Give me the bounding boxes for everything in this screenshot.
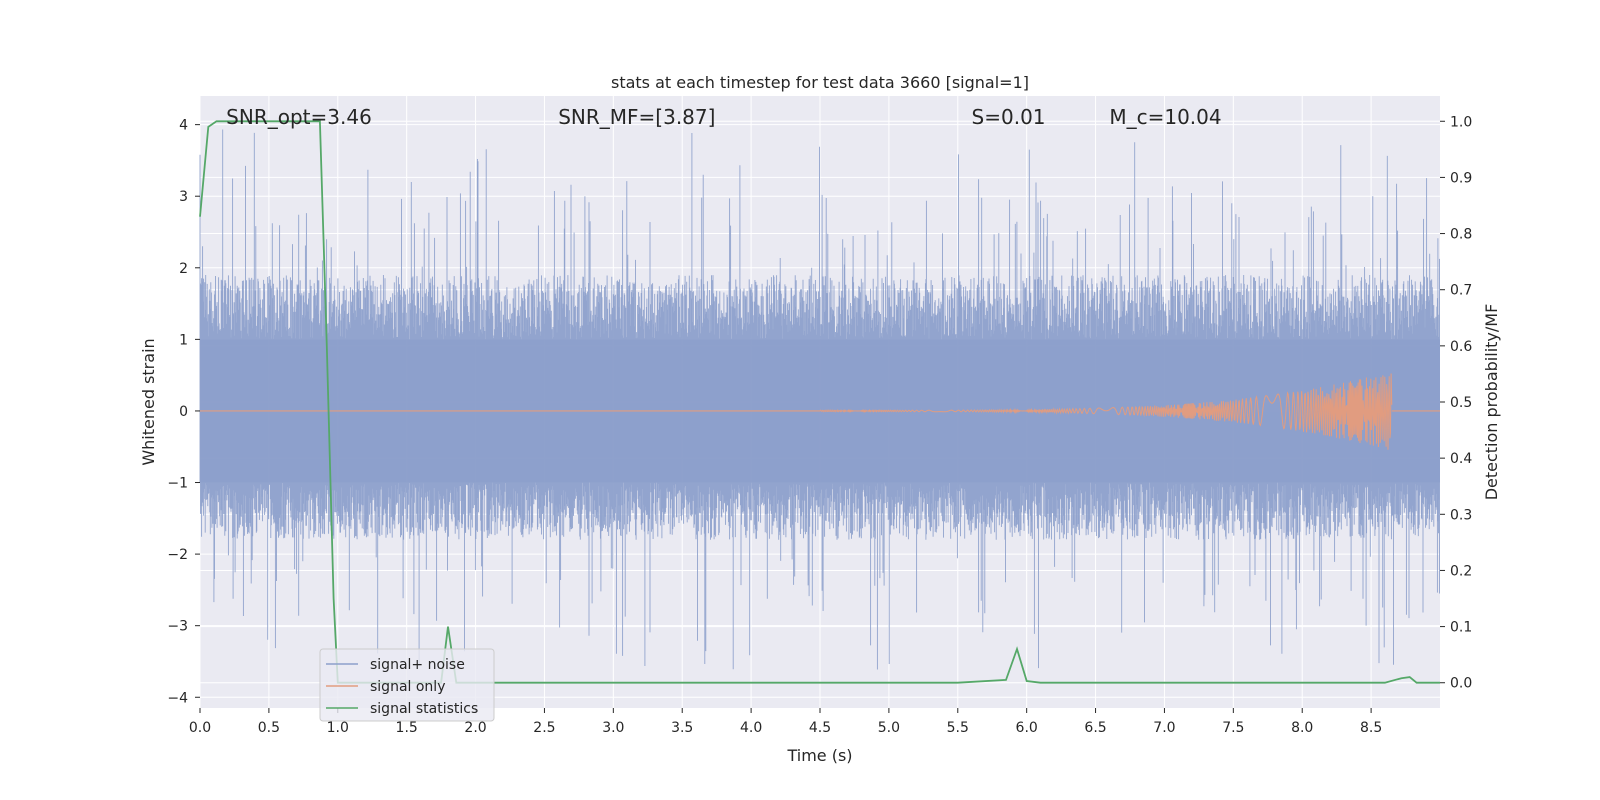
x-tick-label: 4.0 [740, 720, 762, 736]
annotation-snr-opt: SNR_opt=3.46 [226, 105, 372, 129]
legend-label-noise: signal+ noise [370, 657, 465, 673]
y2-tick-label: 0.3 [1450, 507, 1472, 523]
x-tick-label: 2.0 [464, 720, 486, 736]
y2-tick-label: 0.8 [1450, 227, 1472, 243]
y2-tick-label: 0.7 [1450, 283, 1472, 299]
y-tick-label: 3 [179, 189, 188, 205]
y-tick-label: 1 [179, 332, 188, 348]
x-tick-label: 7.5 [1222, 720, 1244, 736]
x-tick-label: 6.5 [1084, 720, 1106, 736]
annotation-snr-mf: SNR_MF=[3.87] [558, 105, 715, 129]
x-tick-label: 2.5 [533, 720, 555, 736]
axis-ticks: 0.0 0.5 1.0 1.5 2.0 2.5 3.0 3.5 4.0 4.5 5.0 5.5 6.0 6… [167, 114, 1472, 736]
y-tick-label: −3 [167, 619, 188, 635]
x-tick-label: 3.0 [602, 720, 624, 736]
y-tick-label: 2 [179, 261, 188, 277]
y2-tick-label: 0.5 [1450, 395, 1472, 411]
x-tick-label: 5.0 [878, 720, 900, 736]
signal-chirp [819, 373, 1393, 450]
x-tick-label: 8.5 [1360, 720, 1382, 736]
y2-tick-label: 0.2 [1450, 563, 1472, 579]
y2-axis-label: Detection probability/MF [1482, 304, 1501, 501]
y-tick-label: −4 [167, 690, 188, 706]
annotations: SNR_opt=3.46 SNR_MF=[3.87] S=0.01 M_c=10.04 [226, 105, 1221, 129]
x-tick-label: 3.5 [671, 720, 693, 736]
x-tick-label: 6.0 [1016, 720, 1038, 736]
annotation-s-value: S=0.01 [972, 105, 1046, 129]
statistics-line [199, 120, 1440, 684]
y-axis-label: Whitened strain [139, 338, 158, 465]
x-tick-label: 0.0 [189, 720, 211, 736]
signal-statistics-series [199, 120, 1440, 684]
y-tick-label: 0 [179, 404, 188, 420]
chart-title: stats at each timestep for test data 366… [611, 73, 1029, 92]
x-tick-label: 4.5 [809, 720, 831, 736]
annotation-mc-value: M_c=10.04 [1109, 105, 1221, 129]
x-tick-label: 0.5 [258, 720, 280, 736]
y2-tick-label: 0.0 [1450, 676, 1472, 692]
y2-tick-label: 0.4 [1450, 451, 1472, 467]
x-tick-label: 1.0 [327, 720, 349, 736]
x-tick-label: 1.5 [396, 720, 418, 736]
y2-tick-label: 0.9 [1450, 170, 1472, 186]
y2-tick-label: 1.0 [1450, 114, 1472, 130]
y2-tick-label: 0.6 [1450, 339, 1472, 355]
y-tick-label: −2 [167, 547, 188, 563]
x-axis-label: Time (s) [786, 746, 852, 765]
legend-box [319, 648, 495, 722]
x-tick-label: 7.0 [1153, 720, 1175, 736]
signal-only-series [200, 373, 1440, 450]
y2-tick-label: 0.1 [1450, 620, 1472, 636]
legend-label-signal: signal only [370, 679, 445, 695]
x-tick-label: 8.0 [1291, 720, 1313, 736]
legend: signal+ noise signal only signal statist… [319, 648, 495, 722]
legend-label-statistics: signal statistics [370, 701, 478, 717]
x-tick-label: 5.5 [947, 720, 969, 736]
y-tick-label: 4 [179, 118, 188, 134]
y-tick-label: −1 [167, 476, 188, 492]
